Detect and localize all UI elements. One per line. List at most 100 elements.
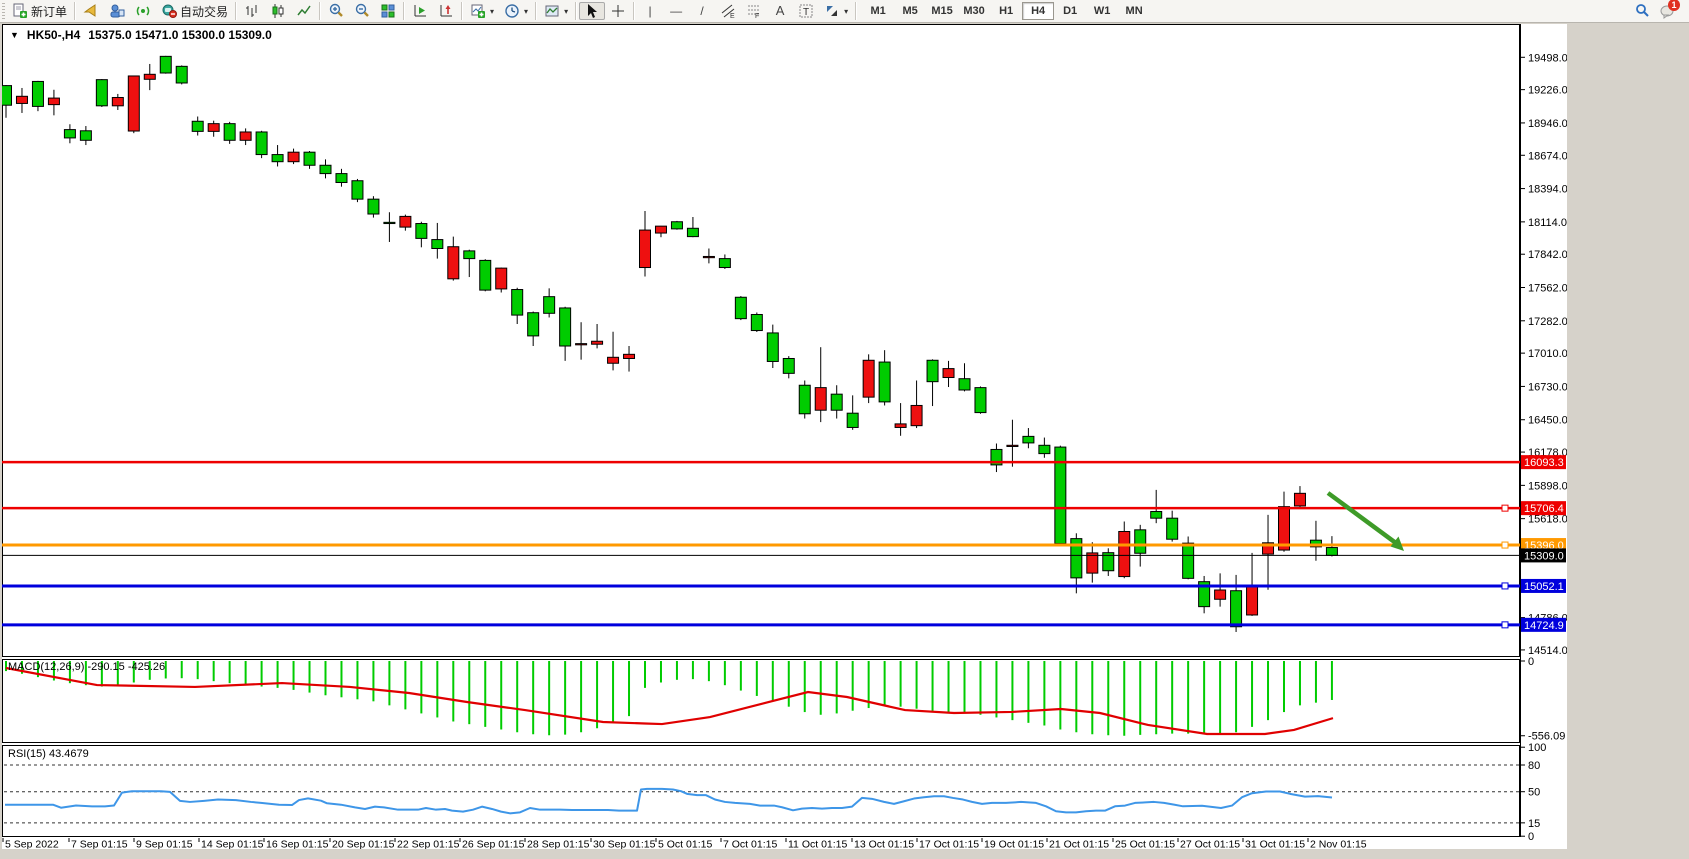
svg-text:F: F <box>755 13 759 19</box>
chevron-down-icon[interactable]: ▼ <box>10 30 19 40</box>
price-chart[interactable]: 19498.0 19226.0 18946.0 18674.0 18394.0 18114… <box>0 24 1568 851</box>
candle <box>415 223 428 239</box>
candle <box>1070 538 1083 579</box>
candlestick-mode-button[interactable] <box>265 2 291 20</box>
zoom-in-icon <box>328 3 344 19</box>
trend-arrow[interactable] <box>1326 491 1402 548</box>
timeframe-m1-button[interactable]: M1 <box>870 5 886 17</box>
candle <box>223 123 236 141</box>
chart-profile-button[interactable]: ▾ <box>539 2 573 20</box>
text-tool-button[interactable]: A <box>767 2 793 20</box>
timeframe-m5-button[interactable]: M5 <box>902 5 918 17</box>
candle <box>255 131 268 156</box>
zoom-in-button[interactable] <box>323 2 349 20</box>
candle <box>207 123 220 132</box>
candle <box>447 246 460 280</box>
line-handle[interactable] <box>1501 582 1509 590</box>
channel-tool-button[interactable]: E <box>715 2 741 20</box>
candle <box>846 412 859 428</box>
clock-icon <box>504 3 520 19</box>
new-order-label: 新订单 <box>31 4 68 19</box>
toolbar-grip <box>2 3 5 19</box>
candle <box>383 221 396 225</box>
shapes-tool-button[interactable]: ▾ <box>819 2 853 20</box>
zoom-out-icon <box>354 3 370 19</box>
date-axis-label: 2 Nov 01:15 <box>1310 839 1367 850</box>
line-handle[interactable] <box>1501 541 1509 549</box>
candle <box>239 131 252 141</box>
notifications-button[interactable]: 1 <box>1655 0 1681 20</box>
period-button[interactable]: ▾ <box>499 2 533 20</box>
trendline-icon: / <box>700 4 704 18</box>
candle <box>798 384 811 415</box>
timeframe-w1-button[interactable]: W1 <box>1093 5 1111 17</box>
alerts-button[interactable] <box>78 2 104 20</box>
chart-title[interactable]: ▼ HK50-,H4 15375.0 15471.0 15300.0 15309… <box>10 28 272 42</box>
tile-windows-button[interactable] <box>375 2 401 20</box>
price-axis-label: 17010.0 <box>1528 348 1567 360</box>
trend-arrow-head[interactable] <box>1390 536 1405 552</box>
auto-trading-icon <box>161 3 178 19</box>
candle <box>1038 444 1051 455</box>
search-button[interactable] <box>1629 2 1655 20</box>
label-tool-icon: T <box>798 3 814 19</box>
bar-chart-mode-button[interactable] <box>239 2 265 20</box>
candle <box>654 225 667 234</box>
timeframe-h1-button[interactable]: H1 <box>999 5 1014 17</box>
market-watch-button[interactable] <box>104 2 130 20</box>
auto-trading-button[interactable]: 自动交易 <box>156 2 233 20</box>
svg-text:E: E <box>730 13 735 19</box>
candle <box>1182 542 1195 579</box>
candle <box>175 65 188 84</box>
arrange-step-button[interactable] <box>433 2 459 20</box>
cursor-icon <box>584 3 600 19</box>
cursor-tool-button[interactable] <box>579 2 606 20</box>
timeframe-mn-button[interactable]: MN <box>1125 5 1143 17</box>
candle <box>1309 539 1322 548</box>
line-handle[interactable] <box>1501 504 1509 512</box>
fibonacci-tool-button[interactable]: F <box>741 2 767 20</box>
rsi-indicator-label: RSI(15) 43.4679 <box>8 748 89 760</box>
crosshair-tool-button[interactable] <box>605 2 631 20</box>
vertical-line-tool-button[interactable]: | <box>637 2 663 20</box>
candle <box>63 129 76 139</box>
candle <box>319 164 332 175</box>
new-order-button[interactable]: 新订单 <box>7 2 72 20</box>
label-tool-button[interactable]: T <box>793 2 819 20</box>
line-chart-mode-button[interactable] <box>291 2 317 20</box>
candle <box>367 198 380 215</box>
candle <box>1134 529 1147 554</box>
candle <box>750 313 763 332</box>
new-chart-icon <box>470 3 486 19</box>
date-axis-label: 7 Oct 01:15 <box>723 839 777 850</box>
separator <box>403 2 406 20</box>
price-axis-label: 19226.0 <box>1528 85 1567 97</box>
candle <box>878 361 891 403</box>
date-axis-label: 19 Oct 01:15 <box>984 839 1044 850</box>
candle <box>15 95 28 104</box>
line-chart-icon <box>296 3 312 19</box>
candle <box>686 227 699 238</box>
separator <box>461 2 464 20</box>
separator <box>319 2 322 20</box>
candle <box>862 359 875 398</box>
line-handle[interactable] <box>1501 621 1509 629</box>
candle <box>639 229 651 269</box>
arrange-indicators-button[interactable] <box>407 2 433 20</box>
timeframe-h4-button[interactable]: H4 <box>1022 2 1055 20</box>
candle <box>1325 547 1338 556</box>
timeframe-m30-button[interactable]: M30 <box>963 5 985 17</box>
candle <box>702 255 715 259</box>
timeframe-d1-button[interactable]: D1 <box>1063 5 1078 17</box>
zoom-out-button[interactable] <box>349 2 375 20</box>
date-axis-label: 17 Oct 01:15 <box>919 839 979 850</box>
new-chart-button[interactable]: ▾ <box>465 2 499 20</box>
timeframe-m15-button[interactable]: M15 <box>931 5 953 17</box>
date-axis-label: 25 Oct 01:15 <box>1115 839 1175 850</box>
separator <box>855 2 858 20</box>
chart-symbol-period: HK50-,H4 <box>26 28 81 42</box>
signals-button[interactable] <box>130 2 156 20</box>
candle <box>143 73 156 80</box>
horizontal-line-tool-button[interactable]: — <box>663 2 689 20</box>
trendline-tool-button[interactable]: / <box>689 2 715 20</box>
